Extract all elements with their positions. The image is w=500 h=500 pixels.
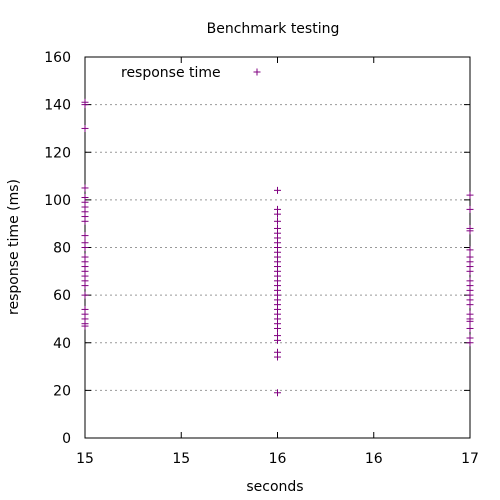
data-point	[466, 301, 474, 309]
y-tick-label: 20	[53, 383, 71, 399]
data-point	[466, 205, 474, 213]
y-axis: 0 20 40 60 80 100 120 140 160	[44, 50, 470, 447]
data-point	[466, 246, 474, 254]
data-point	[466, 324, 474, 332]
y-tick-label: 100	[44, 193, 71, 209]
data-point	[81, 184, 89, 192]
data-point	[466, 267, 474, 275]
x-tick-label: 16	[365, 451, 383, 467]
y-tick-label: 160	[44, 50, 71, 66]
y-axis-label: response time (ms)	[6, 179, 22, 315]
x-tick-label: 15	[76, 451, 94, 467]
y-tick-label: 40	[53, 336, 71, 352]
x-axis-label: seconds	[246, 479, 303, 495]
data-point	[466, 339, 474, 347]
data-point	[81, 217, 89, 225]
grid-lines	[85, 104, 470, 391]
data-point	[274, 324, 281, 332]
x-tick-label: 15	[172, 451, 190, 467]
x-tick-label: 17	[461, 451, 479, 467]
y-tick-label: 0	[62, 431, 71, 447]
data-point	[466, 317, 474, 325]
data-point	[274, 186, 281, 194]
data-point	[274, 336, 281, 344]
data-point	[81, 101, 89, 109]
data-point	[466, 191, 474, 199]
data-point	[81, 322, 89, 330]
data-point	[274, 210, 281, 218]
data-point	[81, 282, 89, 290]
legend-marker	[253, 68, 261, 76]
data-point	[466, 227, 474, 235]
y-tick-label: 140	[44, 98, 71, 114]
legend-marker-symbol	[253, 68, 261, 76]
y-tick-label: 60	[53, 288, 71, 304]
chart-title: Benchmark testing	[207, 21, 340, 37]
x-tick-label: 16	[269, 451, 287, 467]
legend: response time	[121, 65, 261, 81]
data-point	[81, 124, 89, 132]
data-point	[274, 217, 281, 225]
legend-label: response time	[121, 65, 221, 81]
data-points	[81, 98, 474, 397]
x-axis: 15 15 16 16 17	[76, 57, 479, 467]
data-point	[274, 389, 281, 397]
data-point	[81, 244, 89, 251]
data-point	[274, 353, 281, 361]
data-point	[81, 291, 89, 299]
data-point	[81, 232, 89, 240]
y-tick-label: 120	[44, 145, 71, 161]
y-tick-label: 80	[53, 241, 71, 257]
